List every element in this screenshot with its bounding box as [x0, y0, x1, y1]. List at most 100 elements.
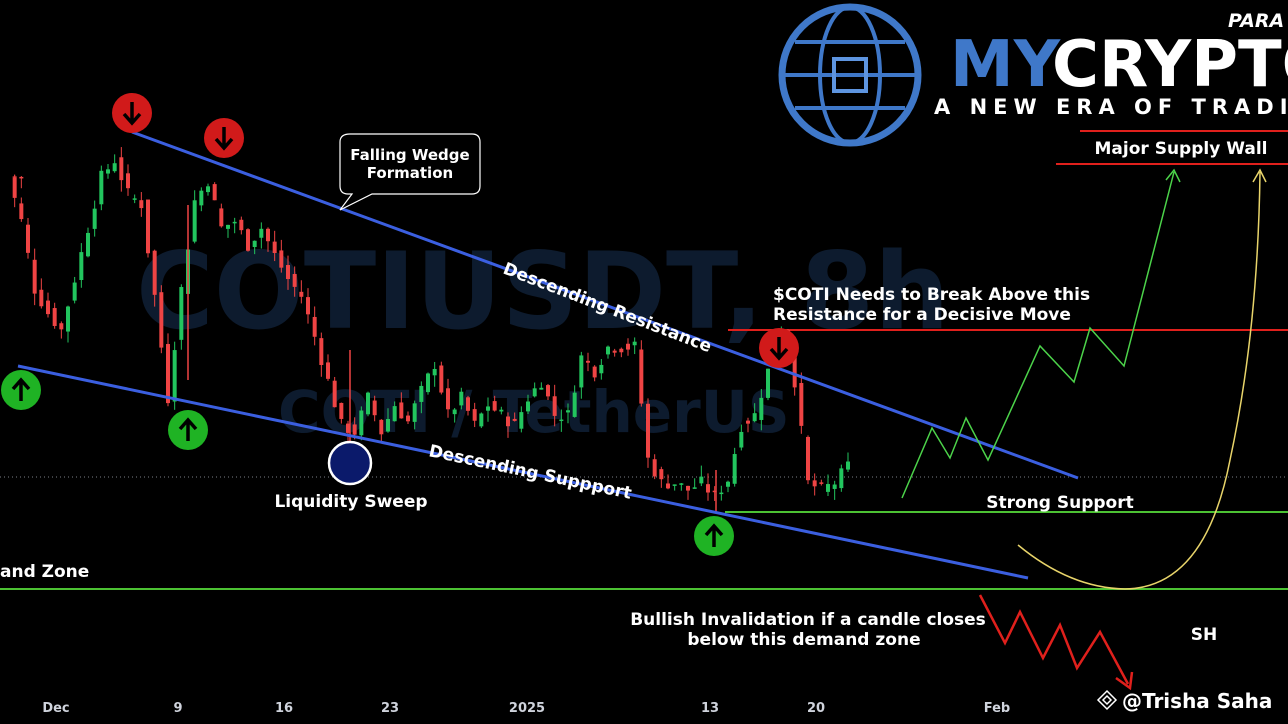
- candle-body: [619, 348, 624, 353]
- candle-body: [126, 173, 130, 189]
- candle-body: [19, 176, 24, 179]
- x-tick-label: 23: [381, 701, 399, 716]
- down-marker-3: [759, 328, 799, 368]
- candle-body: [286, 265, 290, 280]
- candle-body: [526, 401, 530, 412]
- x-tick-label: 9: [173, 701, 182, 716]
- candle-body: [686, 485, 690, 491]
- tiktok-diamond-icon: [1096, 689, 1118, 711]
- x-tick-label: Dec: [42, 701, 69, 716]
- candle-body: [459, 391, 464, 406]
- invalidation-label-1: Bullish Invalidation if a candle closes: [630, 610, 986, 630]
- candle-body: [512, 418, 517, 421]
- candle-body: [519, 412, 524, 429]
- candle-body: [672, 484, 677, 486]
- candle-body: [252, 240, 257, 247]
- brand-tagline: A NEW ERA OF TRADIN: [934, 95, 1288, 119]
- candle-body: [326, 362, 330, 379]
- descending-resistance-line: [131, 130, 1079, 480]
- candle-body: [572, 392, 577, 417]
- candle-body: [232, 221, 237, 224]
- candle-body: [419, 385, 424, 402]
- sh-label: SH: [1191, 625, 1217, 645]
- candle-body: [352, 424, 357, 435]
- x-tick-label: 2025: [509, 701, 545, 716]
- candle-body: [206, 186, 210, 193]
- candle-body: [46, 300, 50, 315]
- candle-body: [192, 200, 197, 242]
- candle-body: [312, 316, 317, 337]
- candle-body: [806, 436, 810, 481]
- candle-body: [499, 409, 504, 412]
- x-tick-label: 13: [701, 701, 719, 716]
- falling-wedge-label-1: Falling Wedge Formation: [350, 146, 469, 182]
- candle-body: [719, 492, 724, 495]
- projection-arrow-head-2: [1252, 168, 1267, 183]
- candle-body: [359, 410, 364, 436]
- x-tick-label: 16: [275, 701, 293, 716]
- candle-body: [792, 354, 797, 388]
- candle-body: [539, 387, 544, 390]
- author-badge: @Trisha Saha: [1096, 689, 1272, 713]
- candle-body: [606, 346, 610, 355]
- candle-body: [226, 224, 230, 229]
- major-supply-wall-label: Major Supply Wall: [1095, 139, 1268, 159]
- candle-body: [272, 241, 277, 253]
- candle-body: [246, 229, 250, 251]
- candle-body: [626, 343, 630, 350]
- candle-body: [566, 410, 570, 413]
- candle-body: [646, 403, 650, 458]
- candle-body: [159, 292, 164, 348]
- break-above-label-1: $COTI Needs to Break Above this: [773, 285, 1090, 305]
- candle-body: [666, 483, 670, 489]
- candle-body: [739, 431, 744, 448]
- candle-body: [706, 484, 710, 493]
- candle-body: [832, 484, 837, 489]
- candle-body: [72, 282, 77, 301]
- candle-body: [266, 228, 270, 242]
- candle-body: [486, 406, 490, 411]
- candle-body: [812, 480, 817, 487]
- candle-body: [372, 400, 377, 416]
- candle-body: [112, 163, 117, 172]
- candle-body: [726, 481, 730, 487]
- candle-body: [632, 341, 637, 346]
- candle-body: [219, 208, 224, 227]
- candle-body: [86, 232, 90, 257]
- yellow-projection-curve: [1017, 171, 1261, 590]
- candle-body: [546, 385, 550, 397]
- bearish-arrow-head: [1115, 671, 1134, 691]
- invalidation-label-2: below this demand zone: [687, 630, 920, 650]
- candle-body: [432, 368, 437, 376]
- candle-body: [452, 409, 457, 415]
- candle-body: [679, 483, 684, 485]
- projection-arrow-head-1: [1165, 168, 1181, 183]
- candle-body: [472, 409, 477, 421]
- brand-top: PARA: [1228, 10, 1284, 32]
- watermark-symbol: COTIUSDT, 8h: [136, 230, 950, 353]
- candle-body: [839, 468, 844, 489]
- down-marker-2: [204, 118, 244, 158]
- candle-body: [146, 199, 150, 254]
- candle-body: [412, 403, 417, 422]
- candle-body: [306, 297, 310, 315]
- candles: [12, 147, 850, 512]
- candle-body: [492, 401, 497, 411]
- candle-body: [426, 373, 430, 393]
- candle-body: [259, 228, 264, 238]
- candle-body: [26, 224, 30, 253]
- candle-body: [179, 287, 184, 340]
- candle-body: [712, 490, 717, 493]
- candle-body: [152, 250, 157, 295]
- candle-body: [279, 250, 284, 268]
- candle-body: [119, 157, 124, 181]
- candle-body: [552, 396, 557, 416]
- candle-body: [292, 274, 297, 287]
- candle-body: [799, 383, 804, 426]
- candle-body: [446, 388, 450, 410]
- candle-body: [579, 355, 584, 388]
- candle-body: [819, 482, 824, 484]
- x-tick-label: Feb: [984, 701, 1010, 716]
- candle-body: [92, 208, 97, 229]
